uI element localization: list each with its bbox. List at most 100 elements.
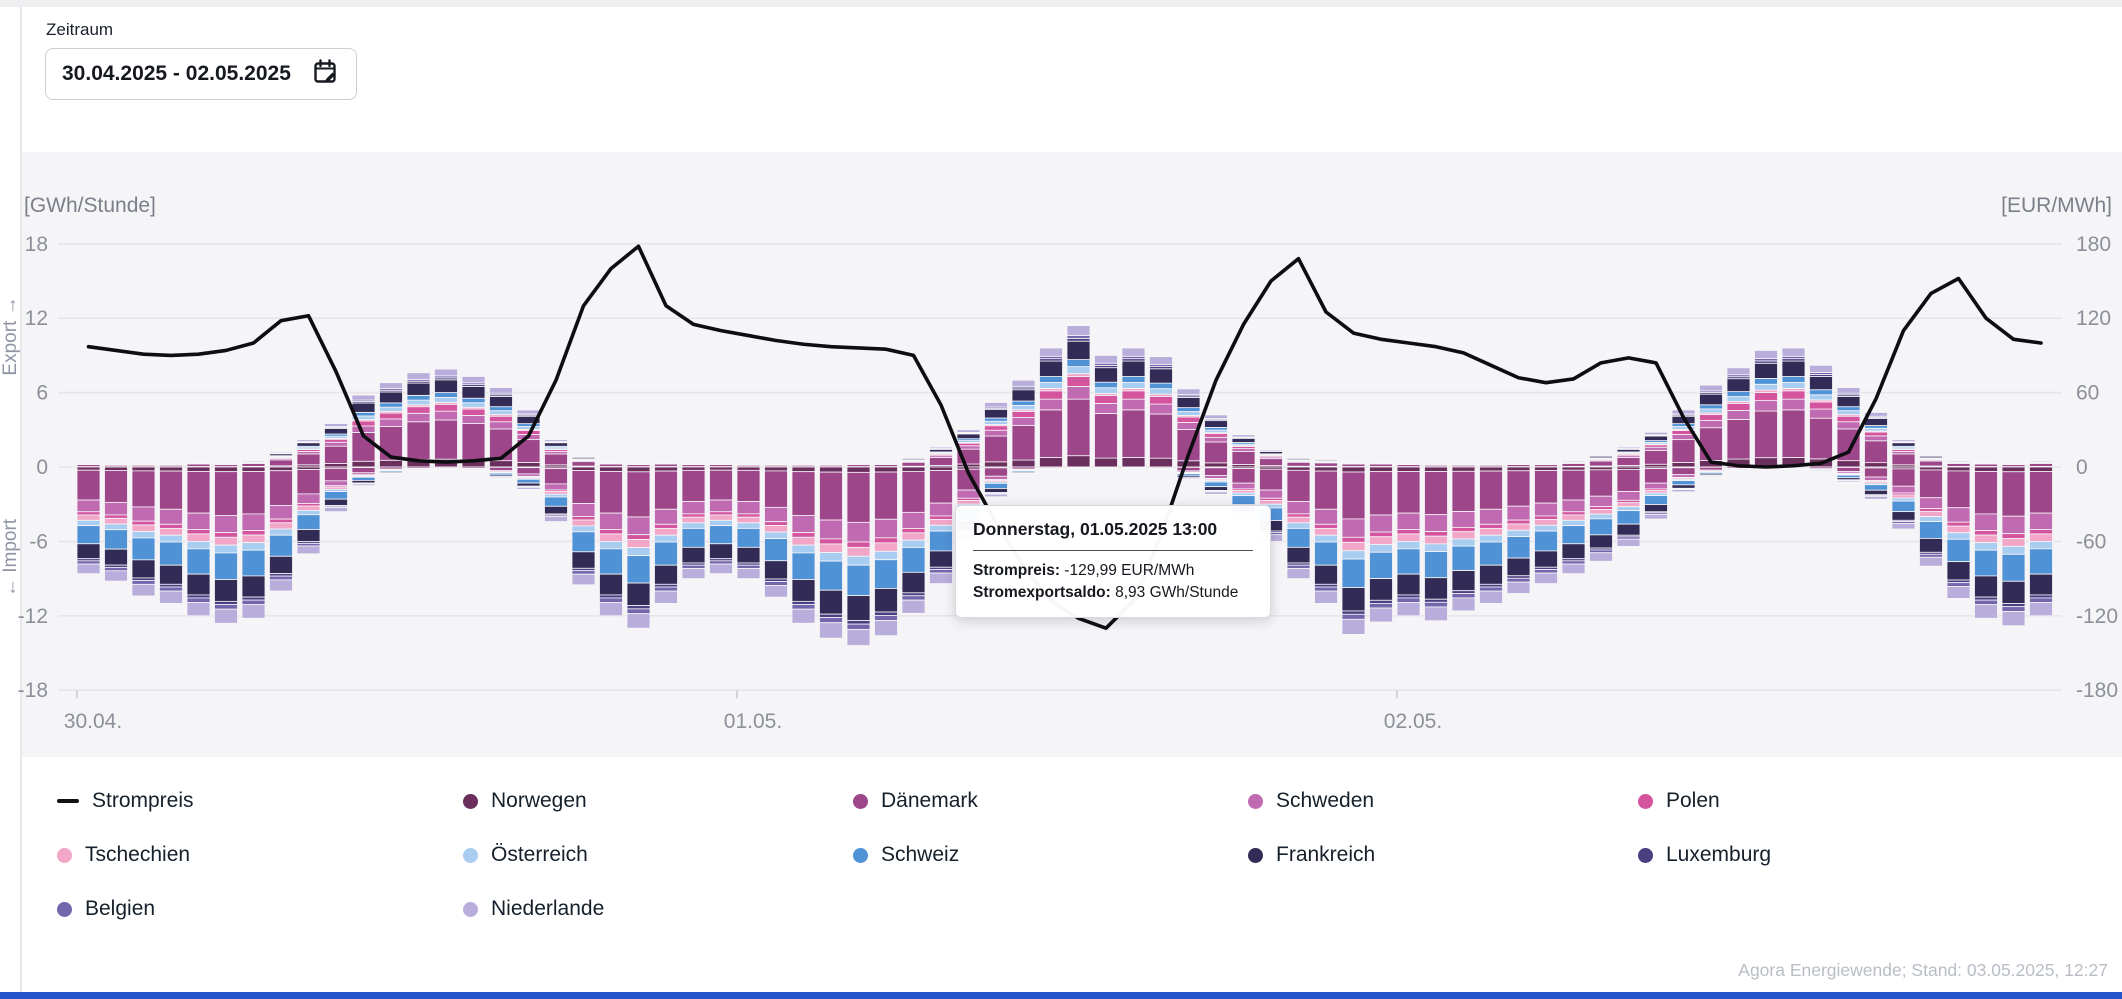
bar-segment-Luxemburg[interactable]	[1424, 598, 1448, 603]
bar-segment-Schweden[interactable]	[1231, 482, 1256, 490]
bar-segment-Österreich[interactable]	[296, 509, 321, 516]
bar-segment-Frankreich[interactable]	[571, 551, 596, 569]
bar-segment-Belgien[interactable]	[709, 560, 733, 565]
bar-segment-Niederlande[interactable]	[1781, 347, 1806, 357]
bar-segment-Frankreich[interactable]	[1369, 578, 1393, 601]
bar-segment-Frankreich[interactable]	[241, 575, 266, 598]
bar-segment-Belgien[interactable]	[76, 560, 101, 565]
bar-segment-Schweden[interactable]	[1204, 436, 1228, 443]
bar-segment-Polen[interactable]	[654, 523, 678, 529]
bar-segment-Frankreich[interactable]	[434, 379, 458, 393]
bar-segment-Schweden[interactable]	[819, 519, 843, 540]
bar-segment-Polen[interactable]	[186, 529, 211, 535]
bar-segment-Belgien[interactable]	[874, 615, 898, 621]
bar-segment-Dänemark[interactable]	[461, 423, 486, 461]
bar-segment-Frankreich[interactable]	[1204, 486, 1228, 491]
bar-segment-Polen[interactable]	[626, 534, 651, 540]
bar-segment-Niederlande[interactable]	[1589, 552, 1613, 562]
bar-segment-Tschechien[interactable]	[1919, 511, 1943, 518]
bar-segment-Niederlande[interactable]	[1644, 513, 1668, 520]
bar-segment-Schweden[interactable]	[1066, 386, 1091, 400]
bar-segment-Tschechien[interactable]	[1451, 531, 1476, 540]
bar-segment-Schweiz[interactable]	[434, 392, 458, 398]
bar-segment-Norwegen[interactable]	[846, 466, 871, 473]
bar-segment-Tschechien[interactable]	[764, 525, 788, 533]
bar-segment-Österreich[interactable]	[1094, 387, 1118, 394]
bar-segment-Tschechien[interactable]	[1946, 525, 1971, 534]
bar-segment-Dänemark[interactable]	[104, 470, 128, 503]
bar-segment-Frankreich[interactable]	[984, 409, 1008, 419]
bar-segment-Polen[interactable]	[1781, 390, 1806, 400]
bar-segment-Tschechien[interactable]	[241, 534, 266, 544]
bar-segment-Tschechien[interactable]	[1479, 527, 1503, 536]
bar-segment-Schweden[interactable]	[1644, 482, 1668, 490]
bar-segment-Belgien[interactable]	[1919, 553, 1943, 558]
bar-segment-Schweden[interactable]	[709, 499, 733, 513]
bar-segment-Norwegen[interactable]	[379, 459, 403, 468]
bar-segment-Belgien[interactable]	[1946, 582, 1971, 588]
bar-segment-Norwegen[interactable]	[1561, 466, 1586, 471]
bar-segment-Österreich[interactable]	[874, 550, 898, 561]
bar-segment-Österreich[interactable]	[626, 547, 651, 557]
bar-segment-Luxemburg[interactable]	[1066, 337, 1091, 342]
bar-segment-Schweiz[interactable]	[984, 482, 1008, 489]
bar-segment-Niederlande[interactable]	[1314, 458, 1338, 460]
bar-segment-Österreich[interactable]	[1286, 522, 1311, 529]
bar-segment-Niederlande[interactable]	[1506, 581, 1531, 594]
bar-segment-Polen[interactable]	[1946, 521, 1971, 527]
bar-segment-Belgien[interactable]	[1506, 577, 1531, 583]
bar-segment-Luxemburg[interactable]	[1479, 583, 1503, 588]
bar-segment-Norwegen[interactable]	[1451, 466, 1476, 472]
bar-segment-Frankreich[interactable]	[1864, 418, 1888, 426]
bar-segment-Schweiz[interactable]	[1781, 376, 1806, 383]
bar-segment-Frankreich[interactable]	[929, 550, 953, 568]
bar-segment-Dänemark[interactable]	[901, 461, 926, 467]
bar-segment-Schweden[interactable]	[489, 421, 513, 430]
bar-segment-Norwegen[interactable]	[1589, 466, 1613, 471]
bar-segment-Niederlande[interactable]	[269, 579, 293, 592]
bar-segment-Norwegen[interactable]	[1424, 466, 1448, 473]
bar-segment-Dänemark[interactable]	[1341, 471, 1366, 520]
legend-item-Schweiz[interactable]: Schweiz	[853, 843, 959, 867]
bar-segment-Schweden[interactable]	[1864, 476, 1888, 481]
bar-segment-Tschechien[interactable]	[104, 517, 128, 525]
bar-segment-Norwegen[interactable]	[1066, 455, 1091, 468]
bar-segment-Dänemark[interactable]	[1864, 440, 1888, 464]
bar-segment-Österreich[interactable]	[1396, 541, 1421, 550]
bar-segment-Österreich[interactable]	[1781, 382, 1806, 389]
bar-segment-Polen[interactable]	[984, 425, 1008, 431]
legend-item-Tschechien[interactable]: Tschechien	[57, 843, 190, 867]
bar-segment-Belgien[interactable]	[1589, 549, 1613, 554]
bar-segment-Polen[interactable]	[1561, 511, 1586, 516]
bar-segment-Dänemark[interactable]	[1479, 470, 1503, 510]
bar-segment-Österreich[interactable]	[1506, 529, 1531, 537]
bar-segment-Frankreich[interactable]	[1754, 362, 1778, 379]
legend-item-Luxemburg[interactable]: Luxemburg	[1638, 843, 1771, 867]
bar-segment-Frankreich[interactable]	[654, 564, 678, 585]
bar-segment-Belgien[interactable]	[791, 604, 816, 610]
bar-segment-Schweden[interactable]	[76, 499, 101, 513]
bar-segment-Luxemburg[interactable]	[1451, 590, 1476, 594]
bar-segment-Tschechien[interactable]	[1506, 523, 1531, 531]
bar-segment-Frankreich[interactable]	[1149, 368, 1173, 384]
bar-segment-Niederlande[interactable]	[2029, 459, 2053, 461]
bar-segment-Norwegen[interactable]	[1919, 466, 1943, 471]
bar-segment-Schweden[interactable]	[1231, 448, 1256, 452]
bar-segment-Frankreich[interactable]	[984, 488, 1008, 493]
bar-segment-Schweden[interactable]	[764, 506, 788, 523]
bar-segment-Schweiz[interactable]	[1836, 406, 1861, 412]
bar-segment-Norwegen[interactable]	[819, 466, 843, 473]
bar-segment-Norwegen[interactable]	[599, 466, 623, 472]
bar-segment-Österreich[interactable]	[1479, 534, 1503, 543]
bar-segment-Norwegen[interactable]	[1149, 457, 1173, 468]
bar-segment-Frankreich[interactable]	[874, 588, 898, 613]
bar-segment-Schweiz[interactable]	[1644, 495, 1668, 505]
bar-segment-Schweden[interactable]	[406, 412, 431, 423]
bar-segment-Niederlande[interactable]	[984, 402, 1008, 408]
bar-segment-Schweiz[interactable]	[1286, 527, 1311, 548]
bar-segment-Dänemark[interactable]	[1589, 460, 1613, 467]
bar-segment-Schweden[interactable]	[1809, 408, 1833, 419]
bar-segment-Dänemark[interactable]	[764, 470, 788, 508]
bar-segment-Schweden[interactable]	[1369, 514, 1393, 533]
bar-segment-Norwegen[interactable]	[1094, 457, 1118, 468]
